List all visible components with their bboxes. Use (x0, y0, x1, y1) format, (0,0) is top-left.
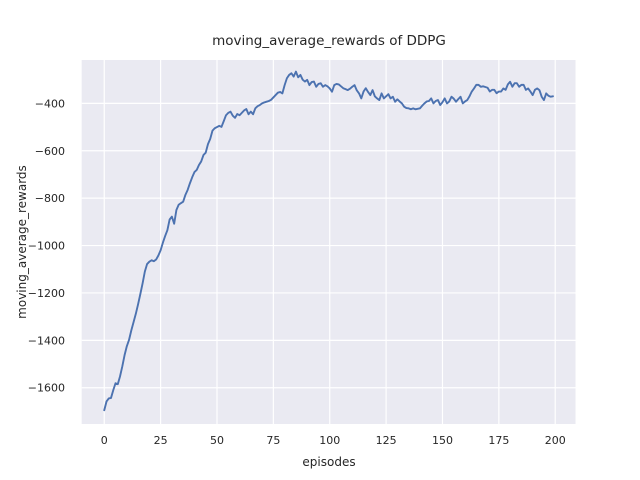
y-tick-label: −400 (35, 97, 65, 110)
y-tick-label: −1600 (28, 382, 65, 395)
x-tick-label: 75 (266, 434, 280, 447)
y-tick-label: −1000 (28, 240, 65, 253)
x-axis-label: episodes (302, 455, 356, 469)
x-tick-label: 0 (101, 434, 108, 447)
y-tick-label: −800 (35, 192, 65, 205)
y-tick-label: −1400 (28, 334, 65, 347)
y-tick-label: −600 (35, 145, 65, 158)
x-tick-label: 25 (154, 434, 168, 447)
plot-background (81, 60, 576, 424)
x-tick-label: 150 (432, 434, 453, 447)
moving-average-rewards-line (103, 70, 554, 412)
x-tick-label: 100 (319, 434, 340, 447)
y-tick-label: −1200 (28, 287, 65, 300)
chart-title: moving_average_rewards of DDPG (212, 33, 446, 49)
y-axis-label: moving_average_rewards (15, 165, 29, 319)
x-tick-label: 200 (545, 434, 566, 447)
x-tick-label: 125 (376, 434, 397, 447)
x-tick-label: 175 (488, 434, 509, 447)
x-tick-label: 50 (210, 434, 224, 447)
